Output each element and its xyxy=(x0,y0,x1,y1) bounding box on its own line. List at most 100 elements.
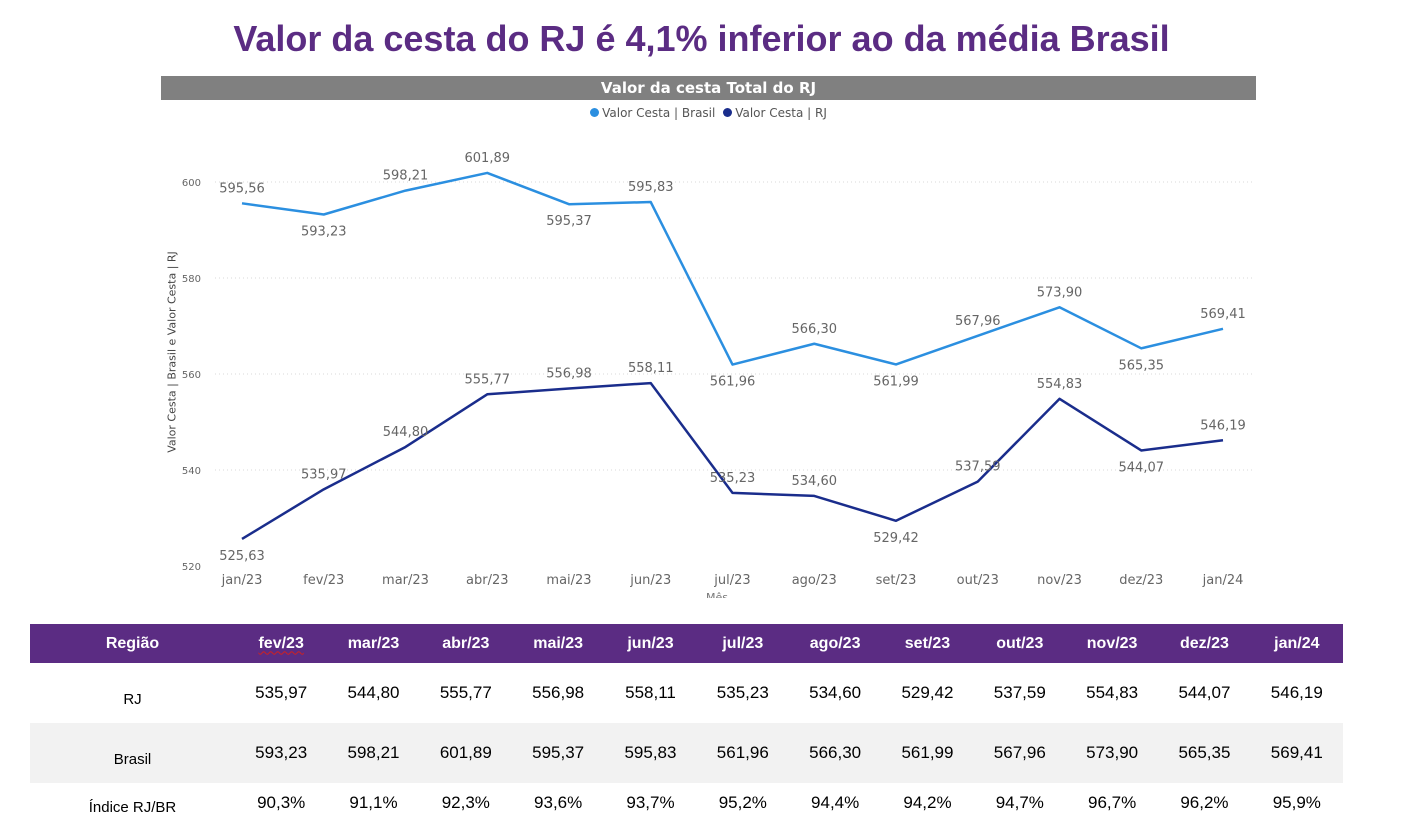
table-cell: 96,7% xyxy=(1088,793,1137,812)
data-label-brasil: 601,89 xyxy=(465,151,511,166)
table-cell: 92,3% xyxy=(441,793,490,812)
table-cell: 565,35 xyxy=(1158,723,1251,783)
table-cell: 535,97 xyxy=(255,683,308,702)
chart-legend: Valor Cesta | Brasil Valor Cesta | RJ xyxy=(0,106,1409,120)
data-label-rj: 544,80 xyxy=(383,425,429,440)
data-label-brasil: 561,96 xyxy=(710,375,756,390)
data-label-rj: 525,63 xyxy=(219,549,265,564)
table-cell: 573,90 xyxy=(1065,723,1159,783)
table-row-label: Índice RJ/BR xyxy=(88,799,177,816)
y-tick-label: 540 xyxy=(182,466,201,477)
table-header-row: Região fev/23 mar/23 abr/23 mai/23 jun/2… xyxy=(30,624,1343,663)
table-cell: 537,59 xyxy=(993,683,1046,702)
table-cell: 95,9% xyxy=(1272,793,1321,812)
table-header-month: set/23 xyxy=(881,624,974,663)
table-cell: 566,30 xyxy=(788,723,882,783)
x-tick-label: nov/23 xyxy=(1037,573,1082,588)
data-label-brasil: 595,83 xyxy=(628,180,674,195)
table-header-month: jan/24 xyxy=(1250,624,1343,663)
table-cell: 595,83 xyxy=(604,723,697,783)
table-cell: 95,2% xyxy=(718,793,767,812)
legend-item-rj[interactable]: Valor Cesta | RJ xyxy=(723,106,827,120)
data-label-brasil: 573,90 xyxy=(1037,285,1083,300)
data-label-rj: 556,98 xyxy=(546,366,592,381)
table-cell: 90,3% xyxy=(257,793,306,812)
page-title: Valor da cesta do RJ é 4,1% inferior ao … xyxy=(233,18,1170,59)
x-tick-label: jul/23 xyxy=(713,573,750,588)
y-tick-label: 600 xyxy=(182,178,201,189)
table-cell: 93,6% xyxy=(534,793,583,812)
table-row-label: RJ xyxy=(123,690,142,708)
data-label-rj: 534,60 xyxy=(792,474,838,489)
table-cell: 94,2% xyxy=(903,793,952,812)
chart-title: Valor da cesta Total do RJ xyxy=(161,76,1256,100)
series-line-rj xyxy=(241,381,1224,541)
table-header-month: jun/23 xyxy=(604,624,697,663)
table-row-rj: RJ 535,97 544,80 555,77 556,98 558,11 53… xyxy=(30,663,1343,723)
x-tick-label: abr/23 xyxy=(466,573,509,588)
data-label-rj: 535,23 xyxy=(710,471,756,486)
legend-item-brasil[interactable]: Valor Cesta | Brasil xyxy=(590,106,715,120)
data-label-brasil: 569,41 xyxy=(1200,307,1246,322)
table-cell: 558,11 xyxy=(625,683,676,702)
y-tick-label: 520 xyxy=(182,562,201,573)
x-tick-label: jun/23 xyxy=(629,573,671,588)
x-tick-label: ago/23 xyxy=(792,573,837,588)
table-cell: 601,89 xyxy=(419,723,512,783)
legend-label-rj: Valor Cesta | RJ xyxy=(735,106,827,120)
legend-label-brasil: Valor Cesta | Brasil xyxy=(602,106,716,120)
data-label-rj: 535,97 xyxy=(301,467,347,482)
y-tick-label: 560 xyxy=(182,370,201,381)
data-label-brasil: 595,56 xyxy=(219,181,265,196)
table-cell: 593,23 xyxy=(235,723,328,783)
x-tick-label: set/23 xyxy=(876,573,917,588)
x-tick-label: out/23 xyxy=(957,573,999,588)
table-header-month: nov/23 xyxy=(1065,624,1159,663)
x-tick-label: mar/23 xyxy=(382,573,429,588)
data-label-brasil: 593,23 xyxy=(301,224,347,239)
data-label-brasil: 561,99 xyxy=(873,374,919,389)
data-label-brasil: 598,21 xyxy=(383,169,429,184)
data-label-brasil: 595,37 xyxy=(546,214,592,229)
y-tick-label: 580 xyxy=(182,274,201,285)
data-label-brasil: 566,30 xyxy=(792,322,838,337)
table-cell: 569,41 xyxy=(1250,723,1343,783)
table-cell: 598,21 xyxy=(327,723,420,783)
table-cell: 94,4% xyxy=(811,793,860,812)
table-header-month: fev/23 xyxy=(235,624,328,663)
table-header-month: abr/23 xyxy=(419,624,512,663)
data-label-rj: 554,83 xyxy=(1037,377,1083,392)
table-row-indice: Índice RJ/BR 90,3% 91,1% 92,3% 93,6% 93,… xyxy=(30,783,1343,839)
table-header-month: out/23 xyxy=(973,624,1066,663)
data-label-brasil: 565,35 xyxy=(1119,358,1165,373)
x-tick-label: mai/23 xyxy=(546,573,591,588)
x-tick-label: dez/23 xyxy=(1119,573,1163,588)
data-label-rj: 555,77 xyxy=(465,372,511,387)
table-cell: 91,1% xyxy=(349,793,398,812)
data-label-brasil: 567,96 xyxy=(955,314,1001,329)
table-cell: 544,80 xyxy=(347,683,400,702)
data-label-rj: 544,07 xyxy=(1119,460,1165,475)
data-label-rj: 537,59 xyxy=(955,460,1001,475)
table-cell: 567,96 xyxy=(973,723,1066,783)
table-header-month: jul/23 xyxy=(696,624,789,663)
legend-dot-rj xyxy=(723,108,733,117)
table-cell: 561,96 xyxy=(696,723,789,783)
table-header-month: ago/23 xyxy=(788,624,882,663)
table-cell: 93,7% xyxy=(626,793,675,812)
data-table: Região fev/23 mar/23 abr/23 mai/23 jun/2… xyxy=(30,624,1343,839)
x-tick-label: jan/24 xyxy=(1202,573,1244,588)
data-label-rj: 546,19 xyxy=(1200,418,1246,433)
table-cell: 94,7% xyxy=(995,793,1044,812)
table-header-month: dez/23 xyxy=(1158,624,1251,663)
table-header-region: Região xyxy=(30,624,235,663)
line-chart: 520 540 560 580 600 jan/23 fev/23 mar/23 abr/23 m… xyxy=(182,151,1255,588)
data-label-rj: 558,11 xyxy=(628,361,674,376)
table-cell: 534,60 xyxy=(809,683,862,702)
table-header-month: mar/23 xyxy=(327,624,420,663)
table-cell: 535,23 xyxy=(716,683,769,702)
series-line-brasil xyxy=(241,171,1224,366)
data-label-rj: 529,42 xyxy=(873,531,919,546)
table-header-month: mai/23 xyxy=(511,624,605,663)
table-cell: 546,19 xyxy=(1270,683,1323,702)
